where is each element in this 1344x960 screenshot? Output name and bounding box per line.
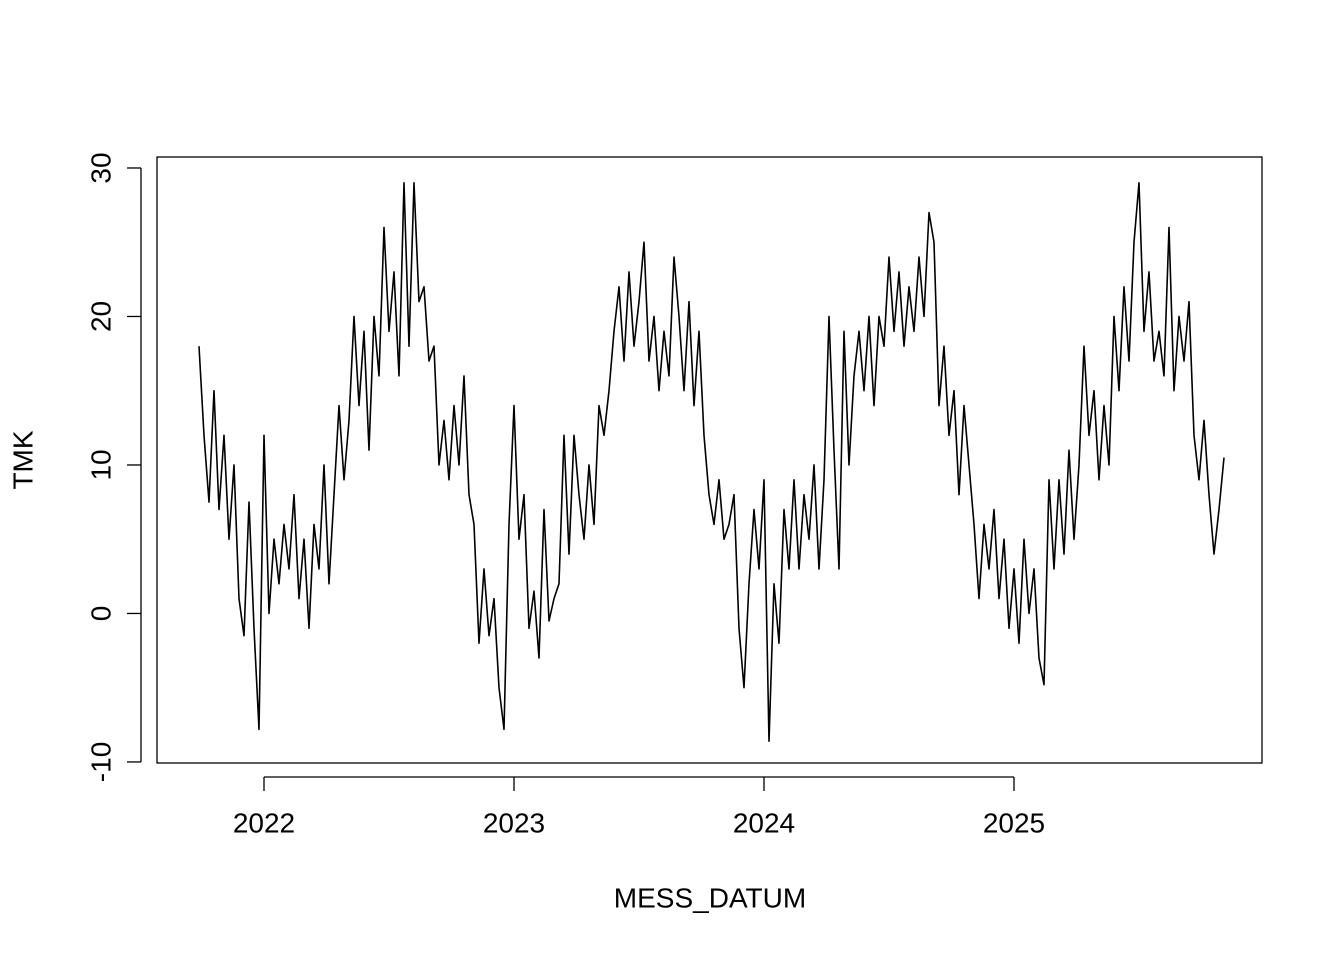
- y-tick-label: 0: [85, 606, 116, 622]
- y-tick-label: 30: [85, 152, 116, 183]
- x-tick-label: 2022: [233, 807, 295, 838]
- x-axis-label: MESS_DATUM: [614, 882, 806, 913]
- y-axis-label: TMK: [7, 430, 38, 489]
- y-tick-label: 20: [85, 301, 116, 332]
- x-tick-label: 2025: [983, 807, 1045, 838]
- x-tick-label: 2024: [733, 807, 795, 838]
- data-line: [198, 182, 1225, 742]
- y-tick-label: 10: [85, 449, 116, 480]
- x-tick-label: 2023: [483, 807, 545, 838]
- y-tick-label: -10: [85, 742, 116, 782]
- plot-box: [156, 156, 1263, 764]
